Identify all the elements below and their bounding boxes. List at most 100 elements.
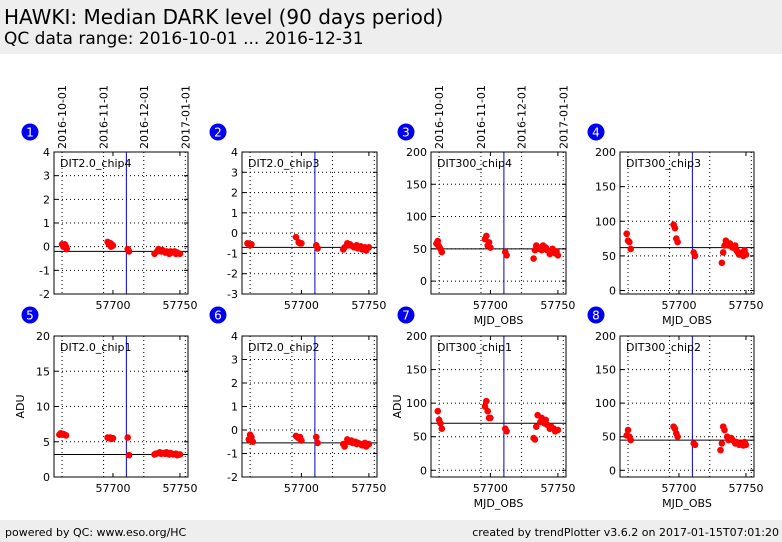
y-tick-label-1-1: -1: [39, 264, 50, 277]
y-tick-label-5-0: 0: [43, 471, 50, 484]
data-point-7-10: [503, 428, 510, 435]
y-tick-label-6-0: -2: [227, 471, 238, 484]
data-point-2-23: [365, 244, 373, 251]
data-point-4-9: [691, 252, 699, 260]
x-tick-label-3-1: 57750: [540, 299, 575, 312]
date-label-1-0: 2016-10-01: [56, 85, 69, 149]
x-axis-label-4: MJD_OBS: [662, 314, 712, 327]
data-point-8-1: [624, 426, 632, 434]
date-label-3-0: 2016-10-01: [433, 85, 446, 149]
x-axis-label-3: MJD_OBS: [474, 314, 524, 327]
data-point-5-5: [62, 432, 70, 439]
data-point-4-24: [742, 251, 750, 258]
x-tick-label-2-0: 57700: [284, 299, 319, 312]
y-tick-label-4-1: 50: [602, 250, 616, 263]
data-point-2-3: [248, 241, 255, 248]
data-point-6-8: [298, 437, 305, 444]
data-point-1-5: [63, 245, 71, 253]
data-point-4-5: [671, 224, 679, 232]
y-tick-label-8-1: 50: [602, 431, 616, 444]
date-label-3-2: 2016-12-01: [515, 85, 528, 149]
date-label-1-1: 2016-11-01: [98, 85, 111, 149]
panel-number-4: 4: [592, 126, 600, 140]
y-tick-label-3-3: 150: [406, 178, 427, 191]
date-label-3-3: 2017-01-01: [557, 85, 570, 149]
data-point-5-10: [109, 434, 117, 442]
data-point-3-12: [503, 251, 510, 259]
y-tick-label-4-2: 100: [595, 215, 616, 228]
y-tick-label-2-2: -1: [227, 247, 238, 260]
data-point-3-9: [485, 239, 493, 246]
y-tick-label-7-1: 50: [413, 431, 427, 444]
panel-number-badge-7: [397, 306, 415, 324]
data-point-7-6: [484, 407, 492, 415]
data-point-4-7: [674, 238, 681, 246]
x-axis-label-7: MJD_OBS: [474, 497, 524, 510]
y-tick-label-1-0: -2: [39, 288, 50, 301]
y-tick-label-8-4: 200: [595, 330, 616, 343]
data-point-7-24: [554, 426, 562, 434]
panel-number-badge-5: [21, 306, 39, 324]
data-point-7-12: [531, 436, 539, 443]
y-tick-label-2-6: 3: [231, 166, 238, 179]
data-point-7-8: [487, 414, 494, 422]
panel-label-6: DIT2.0_chip2: [248, 341, 319, 354]
data-point-7-3: [438, 425, 446, 432]
data-point-1-13: [125, 248, 133, 255]
panel-number-2: 2: [214, 126, 222, 140]
y-tick-label-1-5: 3: [43, 170, 50, 183]
date-label-3-1: 2016-11-01: [475, 85, 488, 149]
y-tick-label-1-3: 1: [43, 217, 50, 230]
x-tick-label-1-0: 57700: [95, 299, 130, 312]
x-tick-label-2-1: 57750: [351, 299, 386, 312]
panel-number-badge-1: [21, 123, 39, 141]
y-tick-label-4-0: 0: [609, 285, 616, 298]
x-tick-label-1-1: 57750: [162, 299, 197, 312]
panel-number-6: 6: [214, 309, 222, 323]
data-point-4-0: [623, 230, 630, 238]
y-tick-label-2-5: 2: [231, 187, 238, 200]
footer-created-by: created by trendPlotter v3.6.2 on 2017-0…: [472, 526, 779, 539]
data-point-2-7: [298, 239, 305, 247]
panel-number-8: 8: [592, 309, 600, 323]
data-point-5-27: [176, 451, 184, 458]
x-tick-label-8-0: 57700: [661, 482, 696, 495]
data-point-2-9: [314, 245, 321, 252]
plot-frame-7: [430, 335, 567, 478]
x-tick-label-5-1: 57750: [162, 482, 197, 495]
data-point-4-10: [718, 259, 726, 267]
panel-number-5: 5: [26, 309, 34, 323]
y-tick-label-7-4: 200: [406, 330, 427, 343]
panel-number-badge-4: [587, 123, 605, 141]
data-point-3-13: [530, 255, 537, 262]
x-axis-label-8: MJD_OBS: [662, 497, 712, 510]
data-point-6-3: [249, 438, 257, 446]
panel-number-badge-6: [209, 306, 227, 324]
y-tick-label-6-3: 1: [231, 401, 238, 414]
data-point-7-2: [437, 419, 444, 427]
y-tick-label-2-1: -2: [227, 268, 238, 281]
y-tick-label-6-1: -1: [227, 448, 238, 461]
trend-plot-grid: -2 -1 0 1 2 3 4 57700 57750 DIT2.0_chip4 1 -3 -2 -1 0 1…: [14, 85, 763, 510]
data-point-6-9: [312, 433, 320, 441]
y-tick-label-4-3: 150: [595, 181, 616, 194]
y-tick-label-5-4: 20: [36, 330, 50, 343]
x-tick-label-8-1: 57750: [728, 482, 763, 495]
panel-number-3: 3: [402, 126, 410, 140]
data-point-6-24: [365, 440, 373, 448]
footer-bar: powered by QC: www.eso.org/HC created by…: [0, 520, 782, 542]
x-tick-label-4-0: 57700: [661, 299, 696, 312]
y-tick-label-2-0: -3: [227, 288, 238, 301]
plot-frame-8: [619, 335, 755, 478]
x-tick-label-5-0: 57700: [95, 482, 130, 495]
page-title: HAWKI: Median DARK level (90 days period…: [4, 5, 444, 29]
x-tick-label-7-1: 57750: [540, 482, 575, 495]
panel-label-3: DIT300_chip4: [437, 157, 512, 170]
footer-powered-by: powered by QC: www.eso.org/HC: [5, 526, 187, 539]
panel-label-4: DIT300_chip3: [626, 157, 701, 170]
data-point-5-11: [124, 434, 131, 441]
data-point-5-12: [125, 451, 133, 459]
data-point-4-2: [626, 238, 633, 246]
y-tick-label-3-0: 0: [420, 275, 427, 288]
data-point-1-11: [109, 242, 117, 249]
